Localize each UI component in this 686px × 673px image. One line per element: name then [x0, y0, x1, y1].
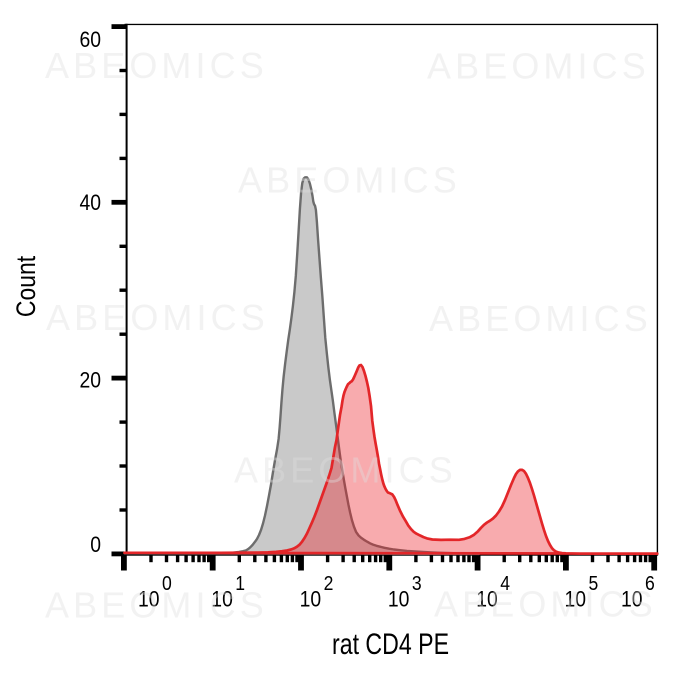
svg-text:10: 10	[138, 587, 160, 611]
svg-text:60: 60	[79, 28, 101, 52]
svg-text:Count: Count	[11, 256, 41, 317]
svg-text:ABEOMICS: ABEOMICS	[427, 46, 650, 87]
svg-text:2: 2	[324, 572, 334, 594]
svg-text:ABEOMICS: ABEOMICS	[434, 584, 657, 625]
svg-text:10: 10	[300, 587, 322, 611]
svg-text:10: 10	[621, 587, 643, 611]
svg-text:0: 0	[162, 572, 172, 594]
svg-text:1: 1	[235, 572, 245, 594]
svg-text:0: 0	[90, 533, 101, 557]
svg-text:ABEOMICS: ABEOMICS	[45, 584, 268, 625]
svg-text:10: 10	[476, 587, 498, 611]
svg-text:ABEOMICS: ABEOMICS	[234, 450, 457, 491]
svg-text:ABEOMICS: ABEOMICS	[45, 45, 268, 86]
svg-text:ABEOMICS: ABEOMICS	[238, 160, 461, 201]
svg-text:40: 40	[79, 191, 101, 215]
svg-text:ABEOMICS: ABEOMICS	[429, 298, 652, 339]
svg-text:6: 6	[645, 572, 655, 594]
svg-text:20: 20	[79, 368, 101, 392]
svg-text:rat CD4 PE: rat CD4 PE	[332, 628, 449, 661]
svg-text:3: 3	[412, 572, 422, 594]
svg-text:4: 4	[500, 572, 510, 594]
svg-text:5: 5	[589, 572, 599, 594]
svg-text:10: 10	[388, 587, 410, 611]
svg-text:ABEOMICS: ABEOMICS	[46, 297, 269, 338]
svg-text:10: 10	[211, 587, 233, 611]
svg-text:10: 10	[565, 587, 587, 611]
